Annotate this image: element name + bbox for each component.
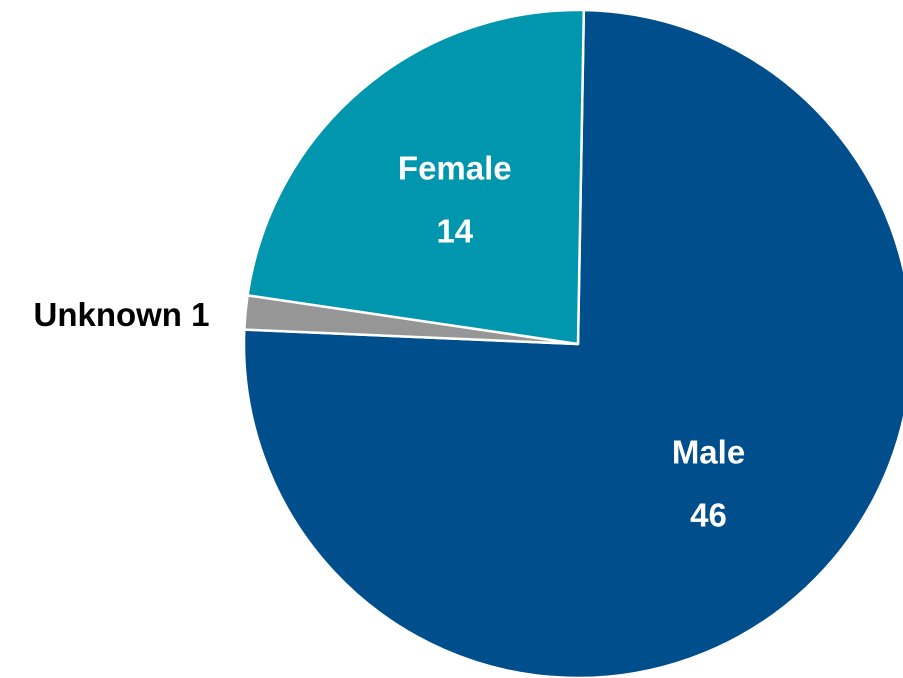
slice-label-male: Male: [672, 433, 745, 470]
pie-slices: [242, 8, 903, 678]
slice-label-female: Female: [398, 150, 512, 187]
pie-slice-female: [246, 8, 586, 346]
pie-labels: Male 46 Unknown 1 Female 14: [33, 150, 745, 534]
slice-value-female: 14: [436, 213, 473, 250]
slice-value-male: 46: [690, 496, 727, 533]
slice-label-unknown: Unknown 1: [33, 296, 209, 333]
